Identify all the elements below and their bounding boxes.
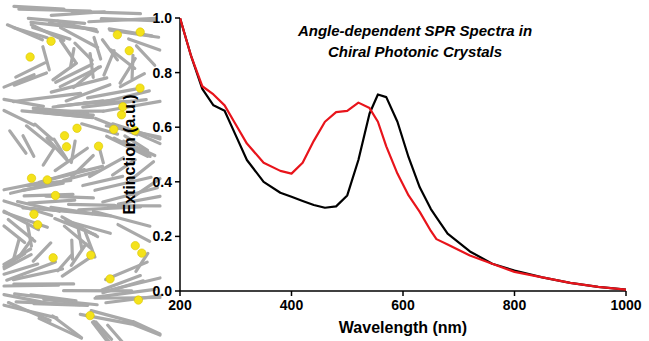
figure: 0.00.20.40.60.81.02004006008001000Wavele… xyxy=(0,0,649,341)
rod xyxy=(136,46,154,65)
nanoparticle xyxy=(33,221,41,229)
nanoparticle xyxy=(131,241,139,249)
x-tick xyxy=(402,291,404,296)
chiral-illustration xyxy=(4,6,160,341)
title-line: Chiral Photonic Crystals xyxy=(328,43,502,60)
x-tick xyxy=(625,291,627,296)
rod xyxy=(118,225,150,242)
nanoparticle xyxy=(27,174,35,182)
nanoparticle xyxy=(125,47,133,55)
nanoparticle xyxy=(49,254,57,262)
nanoparticle xyxy=(87,251,95,259)
x-tick xyxy=(514,291,516,296)
rod xyxy=(4,284,58,288)
rod xyxy=(53,63,77,80)
rod xyxy=(29,200,75,203)
nanoparticle xyxy=(110,125,118,133)
rod xyxy=(94,37,101,59)
y-tick-label: 0.8 xyxy=(153,65,173,81)
rod xyxy=(16,302,80,305)
rod xyxy=(4,249,31,264)
rod xyxy=(33,243,50,261)
rod xyxy=(61,28,98,48)
y-tick xyxy=(175,72,180,74)
plot-area xyxy=(180,18,626,290)
y-tick xyxy=(175,181,180,183)
spectrum-line xyxy=(180,18,626,290)
rod xyxy=(4,264,38,274)
y-tick xyxy=(175,17,180,19)
y-tick-label: 0.2 xyxy=(153,228,173,244)
y-tick-label: 0.4 xyxy=(153,174,173,190)
rod xyxy=(18,202,60,212)
rod xyxy=(43,148,54,165)
nanoparticles xyxy=(26,28,146,320)
title-text: Angle-dependent SPR Spectra in Chiral Pho… xyxy=(297,22,532,60)
rod xyxy=(4,226,25,242)
y-tick-label: 1.0 xyxy=(153,10,173,26)
nanoparticle xyxy=(86,311,94,319)
chart-title: Angle-dependent SPR Spectra in Chiral Pho… xyxy=(297,22,532,60)
rod xyxy=(89,18,156,21)
rod xyxy=(82,124,118,134)
nanoparticle xyxy=(26,53,34,61)
x-tick-label: 1000 xyxy=(610,297,641,313)
x-axis-title: Wavelength (nm) xyxy=(339,319,467,336)
title-line: Angle-dependent SPR Spectra in xyxy=(297,22,532,39)
x-tick-label: 800 xyxy=(503,297,527,313)
nanoparticle xyxy=(94,142,102,150)
nanoparticle xyxy=(134,296,142,304)
y-axis-line xyxy=(179,18,181,291)
nanoparticle xyxy=(136,28,144,36)
rod xyxy=(43,47,49,70)
y-tick xyxy=(175,126,180,128)
rod xyxy=(108,325,122,341)
rod xyxy=(13,93,80,101)
rod xyxy=(14,6,64,9)
y-axis-title: Extinction (a.u.) xyxy=(121,95,138,215)
y-tick-label: 0.6 xyxy=(153,119,173,135)
rod xyxy=(83,176,123,185)
rod xyxy=(51,78,107,92)
rod xyxy=(51,166,102,179)
nanoparticle xyxy=(30,210,38,218)
axes: 0.00.20.40.60.81.02004006008001000 xyxy=(153,10,642,313)
nanoparticle xyxy=(73,124,81,132)
x-tick-label: 400 xyxy=(280,297,304,313)
rod xyxy=(33,110,103,113)
rods xyxy=(4,6,160,341)
nanoparticle xyxy=(43,176,51,184)
nanoparticle xyxy=(138,249,146,257)
x-tick-label: 600 xyxy=(391,297,415,313)
rod xyxy=(51,12,104,16)
nanoparticle xyxy=(62,143,70,151)
nanoparticle xyxy=(51,191,59,199)
rod xyxy=(53,316,82,338)
rod xyxy=(133,322,160,334)
nanoparticle xyxy=(106,275,114,283)
y-tick xyxy=(175,236,180,238)
rod xyxy=(35,124,52,139)
nanoparticle xyxy=(113,31,121,39)
rod xyxy=(8,303,50,321)
rod xyxy=(23,136,34,156)
nanoparticle xyxy=(60,132,68,140)
rod xyxy=(64,289,132,292)
rod xyxy=(43,113,93,118)
nanoparticle xyxy=(136,84,144,92)
rod xyxy=(4,99,43,106)
rod xyxy=(14,73,46,85)
rod xyxy=(94,321,109,341)
rod xyxy=(104,51,114,75)
spectrum-line xyxy=(180,18,626,290)
x-tick xyxy=(291,291,293,296)
rod xyxy=(10,131,26,153)
x-tick xyxy=(179,291,181,296)
x-tick-label: 200 xyxy=(168,297,192,313)
rod xyxy=(4,110,34,125)
rod xyxy=(129,39,160,50)
nanoparticle xyxy=(47,37,55,45)
